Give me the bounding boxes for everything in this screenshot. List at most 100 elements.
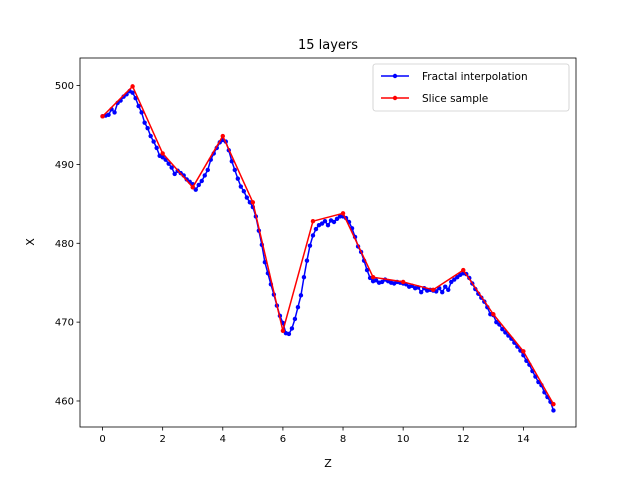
data-point bbox=[172, 171, 177, 177]
plot-area bbox=[100, 84, 556, 413]
data-point bbox=[250, 200, 256, 205]
y-axis: 460 470 480 490 500 bbox=[55, 81, 80, 407]
data-point bbox=[304, 258, 310, 263]
data-point bbox=[331, 219, 337, 225]
legend: Fractal interpolation Slice sample bbox=[372, 63, 570, 112]
data-point bbox=[154, 145, 159, 151]
legend-marker bbox=[392, 95, 398, 101]
data-point bbox=[100, 114, 105, 119]
data-point bbox=[379, 279, 385, 285]
data-point bbox=[229, 159, 235, 164]
legend-box bbox=[372, 63, 570, 112]
data-point bbox=[551, 408, 556, 413]
data-point bbox=[136, 103, 141, 109]
data-point bbox=[431, 287, 436, 293]
data-point bbox=[280, 328, 286, 334]
data-point bbox=[449, 279, 454, 285]
data-point bbox=[292, 316, 298, 322]
data-point bbox=[494, 319, 499, 325]
data-point bbox=[247, 200, 253, 205]
legend-label: Fractal interpolation bbox=[422, 71, 528, 83]
data-point bbox=[364, 267, 370, 273]
data-point bbox=[418, 289, 424, 295]
data-point bbox=[205, 167, 210, 173]
y-tick-label: 490 bbox=[55, 160, 74, 171]
data-point bbox=[235, 176, 241, 181]
data-point bbox=[232, 167, 238, 173]
data-point bbox=[307, 243, 313, 248]
x-axis: 0 2 4 6 8 10 12 14 bbox=[99, 427, 530, 445]
y-tick-label: 480 bbox=[55, 239, 74, 250]
data-point bbox=[130, 90, 135, 95]
data-point bbox=[244, 195, 250, 200]
chart-title: 15 layers bbox=[298, 38, 358, 53]
data-point bbox=[238, 184, 244, 189]
data-point bbox=[190, 185, 195, 190]
data-point bbox=[193, 187, 198, 192]
series-line bbox=[102, 85, 555, 405]
data-point bbox=[313, 226, 319, 232]
data-point bbox=[142, 120, 147, 125]
data-point bbox=[322, 219, 328, 224]
data-point bbox=[202, 173, 207, 178]
x-tick-label: 4 bbox=[220, 434, 226, 445]
data-point bbox=[319, 221, 325, 226]
series-slice-sample bbox=[100, 84, 556, 407]
data-point bbox=[139, 110, 144, 115]
legend-label: Slice sample bbox=[422, 93, 488, 105]
data-point bbox=[491, 312, 496, 317]
data-point bbox=[551, 401, 556, 407]
legend-item: Slice sample bbox=[381, 93, 488, 105]
data-point bbox=[455, 274, 460, 280]
data-point bbox=[461, 267, 466, 273]
data-point bbox=[446, 287, 451, 293]
data-point bbox=[337, 214, 343, 219]
data-point bbox=[148, 133, 153, 139]
data-point bbox=[301, 274, 307, 280]
x-tick-label: 8 bbox=[340, 434, 346, 445]
data-point bbox=[340, 211, 346, 216]
data-point bbox=[298, 293, 304, 298]
data-point bbox=[160, 155, 165, 160]
data-point bbox=[241, 189, 247, 194]
data-point bbox=[334, 216, 340, 222]
y-axis-label: X bbox=[24, 238, 37, 246]
data-point bbox=[370, 274, 376, 280]
data-point bbox=[310, 219, 316, 224]
y-tick-label: 460 bbox=[55, 396, 74, 407]
x-tick-label: 10 bbox=[397, 434, 410, 445]
data-point bbox=[106, 112, 111, 117]
x-tick-label: 0 bbox=[99, 434, 105, 445]
data-point bbox=[521, 349, 526, 354]
data-point bbox=[452, 277, 457, 282]
data-point bbox=[325, 222, 331, 228]
y-tick-label: 470 bbox=[55, 318, 74, 329]
data-point bbox=[295, 304, 301, 310]
data-point bbox=[310, 233, 316, 238]
x-tick-label: 14 bbox=[517, 434, 530, 445]
x-axis-label: Z bbox=[324, 457, 332, 470]
x-tick-label: 6 bbox=[280, 434, 286, 445]
data-point bbox=[130, 84, 135, 89]
data-point bbox=[440, 289, 445, 295]
data-point bbox=[112, 110, 117, 115]
data-point bbox=[196, 182, 201, 188]
y-tick-label: 500 bbox=[55, 81, 74, 92]
data-point bbox=[400, 279, 406, 285]
data-point bbox=[160, 151, 165, 156]
legend-marker bbox=[392, 73, 398, 79]
legend-item: Fractal interpolation bbox=[381, 71, 528, 83]
data-point bbox=[289, 326, 295, 331]
data-point bbox=[286, 331, 292, 337]
axes-frame bbox=[79, 57, 577, 428]
data-point bbox=[220, 133, 225, 139]
data-point bbox=[151, 139, 156, 144]
data-point bbox=[443, 284, 448, 289]
x-tick-label: 2 bbox=[159, 434, 165, 445]
data-point bbox=[500, 327, 505, 332]
data-point bbox=[166, 161, 171, 166]
data-point bbox=[145, 125, 150, 131]
data-point bbox=[199, 178, 204, 184]
data-point bbox=[169, 165, 174, 170]
